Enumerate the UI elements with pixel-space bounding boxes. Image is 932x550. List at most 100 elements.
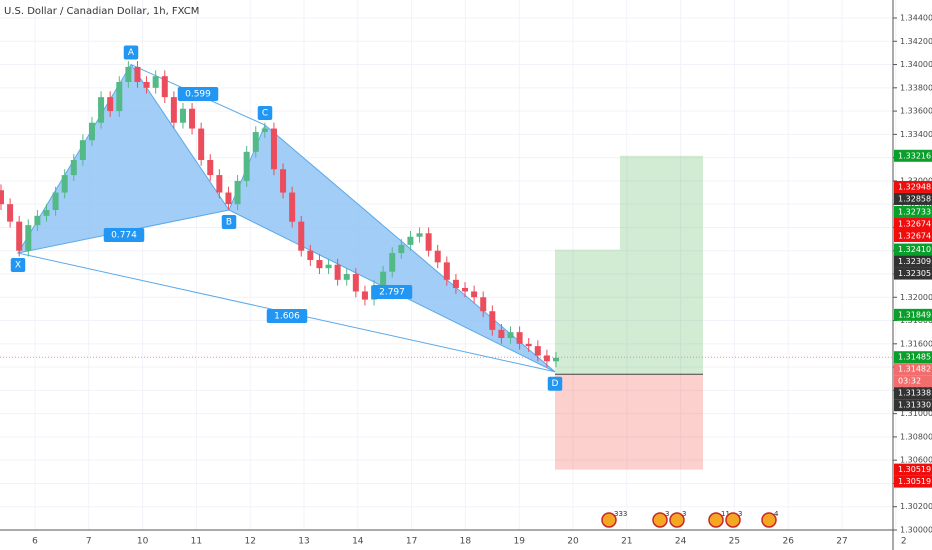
pattern-point-label-box [10, 258, 26, 273]
pattern-ratio-label-text: 0.774 [111, 231, 137, 241]
candle-body [543, 355, 550, 362]
candle-body [380, 271, 387, 286]
candle-body [189, 108, 196, 129]
pattern-ratio-label-box [177, 87, 219, 101]
x-tick-label: 18 [460, 537, 472, 547]
price-badge-label: 1.32858 [898, 194, 931, 203]
y-tick-label: 1.33800 [900, 83, 932, 92]
pattern-point-label: A [123, 45, 139, 60]
candle-body [407, 236, 414, 245]
price-badge-label: 1.30519 [898, 465, 931, 474]
target-zone [620, 155, 703, 375]
price-badge-label: 1.32674 [898, 219, 931, 228]
pattern-ratio-label-text: 2.797 [379, 288, 405, 298]
pattern-ratio-label-box [371, 285, 413, 299]
event-icon[interactable] [708, 512, 724, 528]
x-tick-label: 13 [298, 537, 309, 547]
candle-body [198, 128, 205, 160]
candle-body [207, 159, 214, 176]
x-tick-label: 26 [782, 537, 794, 547]
price-badge-label: 1.32309 [898, 257, 931, 266]
event-icon[interactable] [601, 512, 617, 528]
price-badge-label: 1.31485 [898, 353, 931, 362]
candle-body [298, 221, 305, 251]
y-tick-label: 1.33600 [900, 107, 932, 116]
candle-body [507, 332, 514, 338]
candle-body [316, 260, 323, 269]
candle-body [52, 192, 59, 210]
pattern-ratio-label-box [103, 228, 145, 242]
candle-body [16, 221, 23, 251]
event-icon[interactable] [725, 512, 741, 528]
price-badge [894, 475, 932, 488]
pattern-point-label: X [10, 258, 26, 273]
pattern-point-label-box [123, 45, 139, 60]
candle-body [361, 291, 368, 300]
candle-body [398, 244, 405, 254]
pattern-ratio-label-box [266, 309, 308, 323]
y-tick-label: 1.33400 [900, 130, 932, 139]
price-badge [894, 149, 932, 162]
candle-body [452, 279, 459, 288]
event-count: 333 [614, 510, 627, 518]
event-icon[interactable] [652, 512, 668, 528]
candle-body [7, 204, 14, 222]
price-badge-label: 1.32410 [898, 245, 931, 254]
price-badge [894, 243, 932, 256]
x-tick-label: 14 [352, 537, 364, 547]
candle-body [170, 97, 177, 123]
pattern-ratio-label: 0.599 [177, 87, 219, 101]
candle-body [98, 97, 105, 123]
candle-body [525, 343, 532, 347]
price-badge [894, 229, 932, 242]
event-count: 4 [774, 510, 779, 518]
candle-body [216, 175, 223, 193]
candle-body [0, 190, 4, 205]
pattern-point-label-box [547, 376, 563, 391]
event-icon[interactable] [761, 512, 777, 528]
pattern-ratio-label: 0.774 [103, 228, 145, 242]
x-tick-label: 10 [137, 537, 149, 547]
candle-body [143, 82, 150, 88]
price-badge-label: 1.30519 [898, 477, 931, 486]
pattern-ratio-label-text: 0.599 [185, 90, 211, 100]
event-icon[interactable] [669, 512, 685, 528]
pattern-point-label-text: X [15, 261, 21, 271]
candle-body [234, 180, 241, 205]
price-badge [894, 463, 932, 476]
price-badge [894, 363, 932, 376]
price-badge-label: 1.31482 [898, 365, 931, 374]
event-count: 3 [665, 510, 669, 518]
candle-body [252, 132, 259, 152]
event-count: 3 [738, 510, 742, 518]
candle-body [243, 151, 250, 181]
candle-body [489, 311, 496, 330]
axis: 1.300001.302001.304001.306001.308001.310… [32, 14, 932, 547]
candle-body [443, 262, 450, 280]
candle-body [352, 274, 359, 292]
x-tick-label: 27 [836, 537, 847, 547]
y-tick-label: 1.30200 [900, 502, 932, 511]
candle-body [43, 210, 50, 216]
y-tick-label: 1.34200 [900, 37, 932, 46]
candle-body [334, 264, 341, 280]
price-badge-label: 1.31338 [898, 389, 931, 398]
candle-body [325, 264, 332, 269]
price-badge [894, 217, 932, 230]
x-tick-label: 25 [729, 537, 740, 547]
pattern-point-label-text: C [262, 109, 268, 119]
price-badge [894, 180, 932, 193]
event-count: 11 [721, 510, 730, 518]
price-badge-label: 03:32 [898, 377, 921, 386]
candle-body [116, 82, 123, 112]
y-tick-label: 1.34000 [900, 60, 932, 69]
x-tick-label: 12 [244, 537, 255, 547]
price-badge [894, 255, 932, 268]
pattern-point-label-box [221, 215, 237, 229]
pattern-ratio-label: 2.797 [371, 285, 413, 299]
pattern-point-label-box [257, 106, 273, 121]
candle-body [498, 329, 505, 338]
price-badge [894, 308, 932, 321]
candle-body [179, 108, 186, 123]
